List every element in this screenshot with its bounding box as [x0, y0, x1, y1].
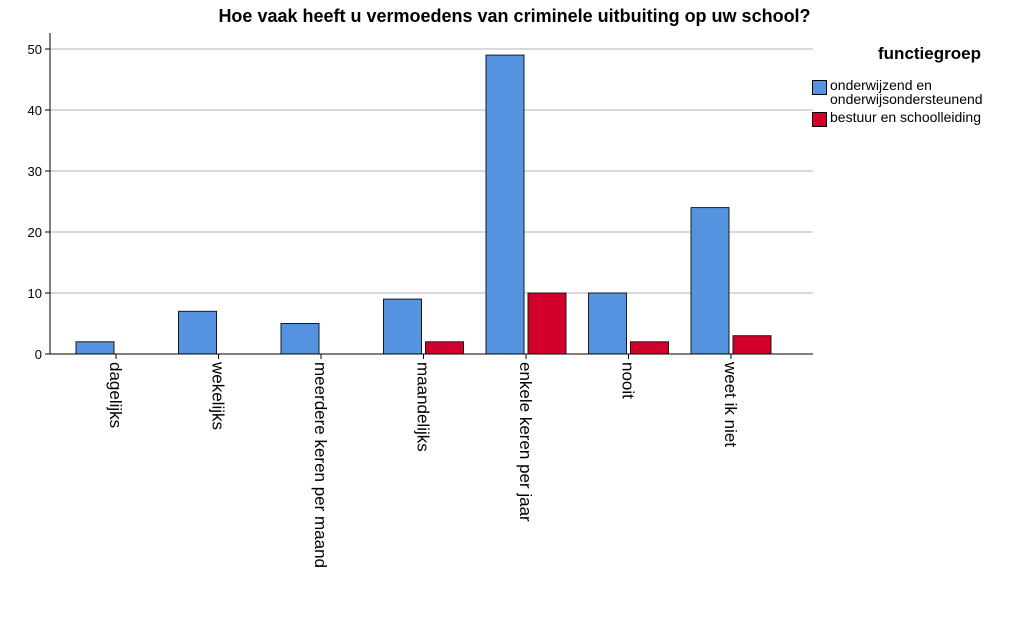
x-tick-label-5: enkele keren per jaar	[516, 362, 535, 522]
y-tick-label-50: 50	[28, 42, 42, 57]
y-tick-label-40: 40	[28, 103, 42, 118]
legend-label-series-2: bestuur en schoolleiding	[830, 109, 981, 125]
x-tick-label-4: maandelijks	[414, 362, 433, 452]
bar-1-3	[280, 323, 320, 355]
grid-layer	[50, 48, 813, 294]
bar-2-6	[630, 341, 669, 355]
legend-item-series-1: onderwijzend en onderwijsondersteunend	[812, 78, 1027, 106]
axis-layer	[45, 33, 813, 359]
legend-swatch-series-2	[812, 112, 827, 127]
y-tick-label-0: 0	[35, 347, 42, 362]
legend-swatch-series-1	[812, 80, 827, 95]
chart-title: Hoe vaak heeft u vermoedens van criminel…	[218, 6, 811, 26]
x-tick-label-1: dagelijks	[106, 362, 125, 428]
x-tick-label-6: nooit	[619, 362, 638, 399]
bar-layer	[75, 54, 772, 355]
label-layer: 0 10 20 30 40 50 dagelijks wekelijks meerdere ke…	[28, 42, 740, 568]
bar-2-4	[425, 341, 464, 355]
x-tick-label-7: weet ik niet	[721, 361, 740, 447]
y-tick-label-30: 30	[28, 164, 42, 179]
y-tick-label-20: 20	[28, 225, 42, 240]
bar-1-1	[75, 341, 115, 355]
y-tick-label-10: 10	[28, 286, 42, 301]
legend: functiegroep onderwijzend en onderwijson…	[812, 44, 1027, 131]
legend-item-series-2: bestuur en schoolleiding	[812, 110, 1027, 127]
bar-1-2	[178, 310, 217, 355]
legend-title: functiegroep	[878, 44, 981, 63]
legend-label-series-1: onderwijzend en onderwijsondersteunend	[830, 77, 983, 107]
bar-2-7	[732, 335, 772, 355]
bar-1-4	[383, 298, 422, 355]
x-tick-label-3: meerdere keren per maand	[311, 362, 330, 568]
bar-2-5	[527, 292, 567, 355]
bar-1-7	[690, 207, 730, 355]
bar-1-6	[588, 292, 627, 355]
x-tick-label-2: wekelijks	[209, 361, 228, 430]
bar-1-5	[485, 54, 525, 355]
